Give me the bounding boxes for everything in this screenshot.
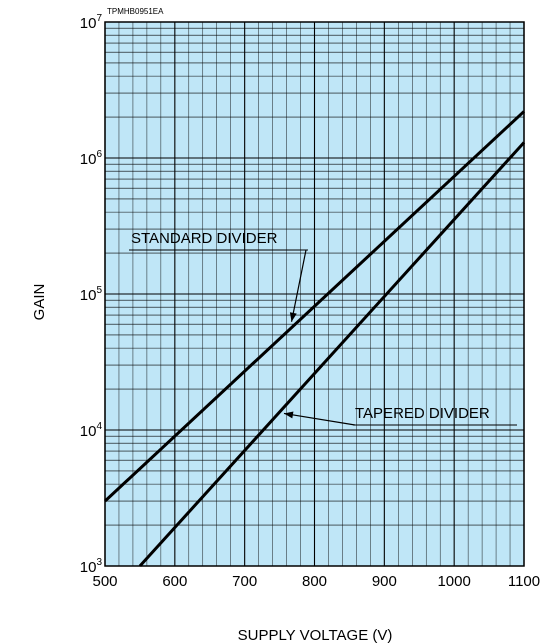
x-tick-label: 500: [92, 573, 117, 590]
x-tick-label: 900: [372, 573, 397, 590]
y-tick-label: 103: [80, 557, 103, 576]
series-line-standard-divider: [103, 110, 526, 503]
annotation-standard-divider-leader: [290, 249, 307, 322]
annotation-standard-divider-arrowhead: [289, 312, 297, 322]
annotation-tapered-divider-leader: [283, 412, 356, 426]
series-line-tapered-divider: [138, 141, 526, 568]
y-axis-label: GAIN: [31, 284, 48, 321]
y-tick-labels: 103 104 105 106 107: [80, 13, 103, 576]
x-tick-label: 1000: [437, 573, 470, 590]
y-tick-label: 104: [80, 421, 103, 440]
y-tick-label: 106: [80, 149, 103, 168]
annotation-tapered-divider: TAPERED DIVIDER: [355, 405, 490, 422]
data-lines: [103, 110, 526, 568]
x-axis-label: SUPPLY VOLTAGE (V): [238, 627, 393, 643]
annotations: STANDARD DIVIDER TAPERED DIVIDER: [129, 230, 517, 426]
x-tick-label: 1100: [508, 573, 540, 590]
x-tick-label: 600: [162, 573, 187, 590]
grid-lines: [104, 22, 525, 567]
annotation-tapered-divider-arrowhead: [283, 411, 294, 419]
x-tick-labels: 500 600 700 800 900 1000 1100: [92, 573, 540, 590]
plot-frame: [104, 21, 525, 567]
y-tick-label: 105: [80, 285, 103, 304]
x-tick-label: 800: [302, 573, 327, 590]
y-tick-label: 107: [80, 13, 103, 32]
x-tick-label: 700: [232, 573, 257, 590]
chart-code-label: TPMHB0951EA: [107, 7, 164, 16]
annotation-standard-divider: STANDARD DIVIDER: [131, 230, 278, 247]
